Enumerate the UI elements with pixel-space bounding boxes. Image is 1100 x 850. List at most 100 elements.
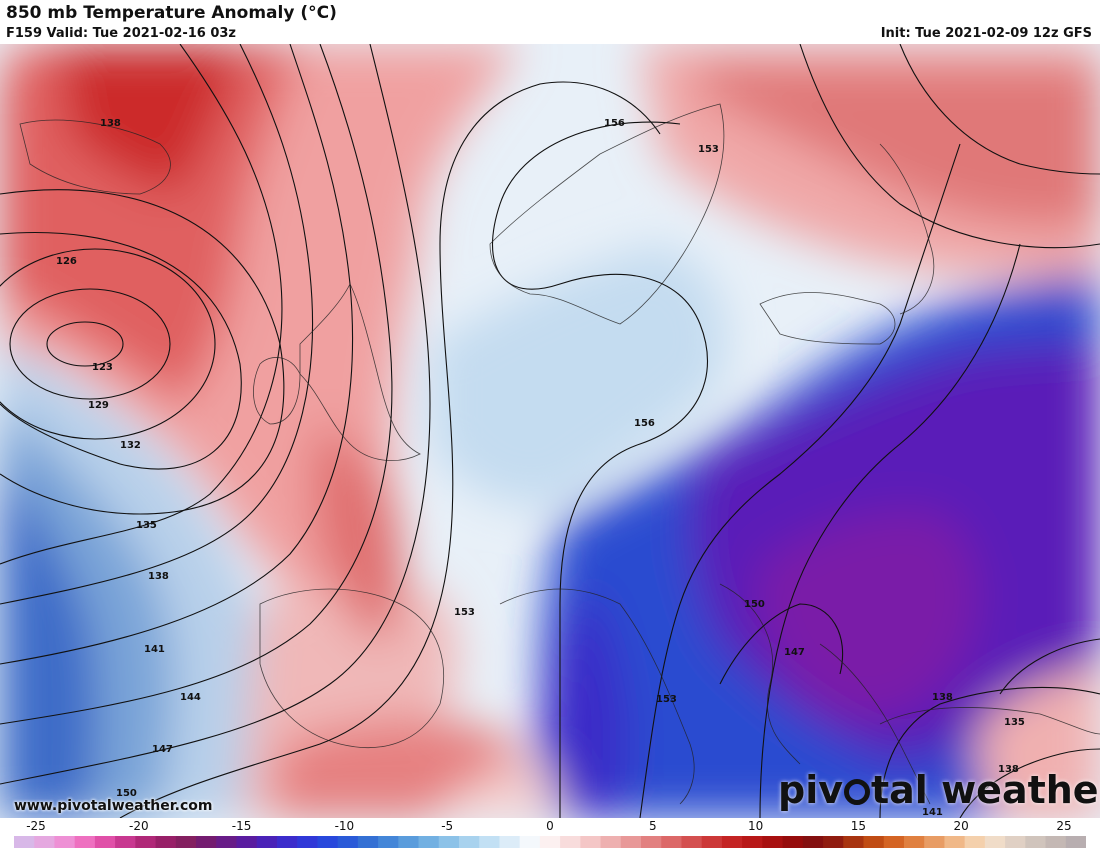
contour-label: 138 bbox=[998, 764, 1019, 775]
contour-label: 153 bbox=[656, 694, 677, 705]
colorbar-swatch bbox=[1005, 836, 1026, 848]
colorbar-swatch bbox=[641, 836, 662, 848]
colorbar-swatch bbox=[1065, 836, 1086, 848]
gear-icon bbox=[844, 779, 870, 805]
colorbar-swatch bbox=[297, 836, 318, 848]
colorbar-swatch bbox=[762, 836, 784, 848]
map-canvas[interactable]: 138 126 123 129 132 135 138 141 144 147 … bbox=[0, 44, 1100, 818]
colorbar-swatch bbox=[701, 836, 723, 848]
contour-label: 141 bbox=[144, 644, 165, 655]
colorbar-swatch bbox=[135, 836, 157, 848]
colorbar-swatch bbox=[418, 836, 440, 848]
colorbar-tick: 0 bbox=[546, 819, 554, 833]
colorbar-swatch bbox=[600, 836, 622, 848]
colorbar-swatch bbox=[54, 836, 76, 848]
colorbar-tick: -20 bbox=[128, 819, 149, 833]
page-title: 850 mb Temperature Anomaly (°C) bbox=[6, 3, 337, 23]
colorbar: -25 -20 -15 -10 -5 0 5 10 15 20 25 bbox=[0, 818, 1100, 850]
colorbar-swatch bbox=[580, 836, 602, 848]
contour-label: 153 bbox=[454, 607, 475, 618]
anomaly-field bbox=[0, 44, 1100, 818]
colorbar-swatch bbox=[196, 836, 217, 848]
colorbar-swatch bbox=[903, 836, 925, 848]
brand-logo: piv tal weather bbox=[778, 768, 1100, 812]
colorbar-swatch bbox=[378, 836, 399, 848]
contour-label: 153 bbox=[698, 144, 719, 155]
coastlines bbox=[19, 103, 1100, 805]
colorbar-swatch bbox=[742, 836, 763, 848]
contour-label: 141 bbox=[922, 807, 943, 818]
colorbar-swatch bbox=[74, 836, 96, 848]
colorbar-tick: -25 bbox=[26, 819, 46, 833]
colorbar-tick: 15 bbox=[850, 819, 867, 833]
isobar-contours bbox=[0, 44, 1100, 818]
colorbar-swatch bbox=[175, 836, 197, 848]
colorbar-swatch bbox=[560, 836, 581, 848]
header: 850 mb Temperature Anomaly (°C) F159 Val… bbox=[0, 0, 1100, 44]
brand-text-1: piv bbox=[778, 768, 843, 812]
contour-label: 135 bbox=[136, 520, 157, 531]
contour-labels: 138 126 123 129 132 135 138 141 144 147 … bbox=[56, 118, 1025, 818]
contour-label: 144 bbox=[180, 692, 201, 703]
colorbar-swatch bbox=[661, 836, 682, 848]
colorbar-tick: 20 bbox=[953, 819, 969, 833]
brand-text-2: tal weather bbox=[871, 768, 1100, 812]
colorbar-swatch bbox=[256, 836, 278, 848]
contour-label: 138 bbox=[148, 571, 169, 582]
colorbar-swatch bbox=[94, 836, 116, 848]
colorbar-swatch bbox=[14, 836, 35, 848]
colorbar-swatch bbox=[1045, 836, 1067, 848]
colorbar-swatch bbox=[276, 836, 298, 848]
colorbar-swatch bbox=[721, 836, 743, 848]
colorbar-swatch bbox=[681, 836, 703, 848]
contour-label: 156 bbox=[634, 418, 655, 429]
colorbar-swatch bbox=[34, 836, 55, 848]
contour-label: 138 bbox=[100, 118, 121, 129]
contour-label: 126 bbox=[56, 256, 77, 267]
colorbar-swatch bbox=[115, 836, 136, 848]
colorbar-swatch bbox=[499, 836, 521, 848]
colorbar-swatch bbox=[155, 836, 177, 848]
colorbar-swatch bbox=[964, 836, 986, 848]
colorbar-swatch bbox=[843, 836, 865, 848]
init-time: Init: Tue 2021-02-09 12z GFS bbox=[880, 26, 1092, 41]
colorbar-swatch bbox=[438, 836, 460, 848]
colorbar-swatch bbox=[883, 836, 905, 848]
colorbar-swatch bbox=[539, 836, 561, 848]
website-label: www.pivotalweather.com bbox=[14, 798, 213, 814]
contour-label: 147 bbox=[784, 647, 805, 658]
colorbar-tick: -5 bbox=[441, 819, 454, 833]
colorbar-swatch bbox=[236, 836, 258, 848]
colorbar-swatch bbox=[398, 836, 420, 848]
contour-label: 156 bbox=[604, 118, 625, 129]
contour-label: 150 bbox=[744, 599, 765, 610]
colorbar-swatch bbox=[479, 836, 500, 848]
contour-label: 132 bbox=[120, 440, 141, 451]
colorbar-swatch bbox=[984, 836, 1006, 848]
colorbar-swatch bbox=[823, 836, 844, 848]
colorbar-swatch bbox=[216, 836, 237, 848]
contour-label: 129 bbox=[88, 400, 109, 411]
colorbar-tick: 25 bbox=[1056, 819, 1072, 833]
colorbar-swatch bbox=[782, 836, 804, 848]
contour-label: 135 bbox=[1004, 717, 1025, 728]
colorbar-tick: -15 bbox=[231, 819, 252, 833]
colorbar-tick: 10 bbox=[747, 819, 764, 833]
colorbar-swatch bbox=[1025, 836, 1047, 848]
colorbar-gradient bbox=[14, 836, 1086, 848]
valid-time: F159 Valid: Tue 2021-02-16 03z bbox=[6, 26, 236, 41]
colorbar-swatch bbox=[802, 836, 824, 848]
colorbar-swatch bbox=[519, 836, 541, 848]
contour-label: 150 bbox=[116, 788, 137, 799]
contour-label: 147 bbox=[152, 744, 173, 755]
colorbar-tick: -10 bbox=[334, 819, 355, 833]
colorbar-swatch bbox=[357, 836, 379, 848]
map[interactable]: 138 126 123 129 132 135 138 141 144 147 … bbox=[0, 44, 1100, 818]
contour-label: 138 bbox=[932, 692, 953, 703]
colorbar-swatch bbox=[944, 836, 966, 848]
colorbar-swatch bbox=[458, 836, 480, 848]
colorbar-tick: 5 bbox=[648, 819, 657, 833]
colorbar-swatch bbox=[924, 836, 945, 848]
colorbar-swatch bbox=[863, 836, 885, 848]
colorbar-swatch bbox=[620, 836, 642, 848]
